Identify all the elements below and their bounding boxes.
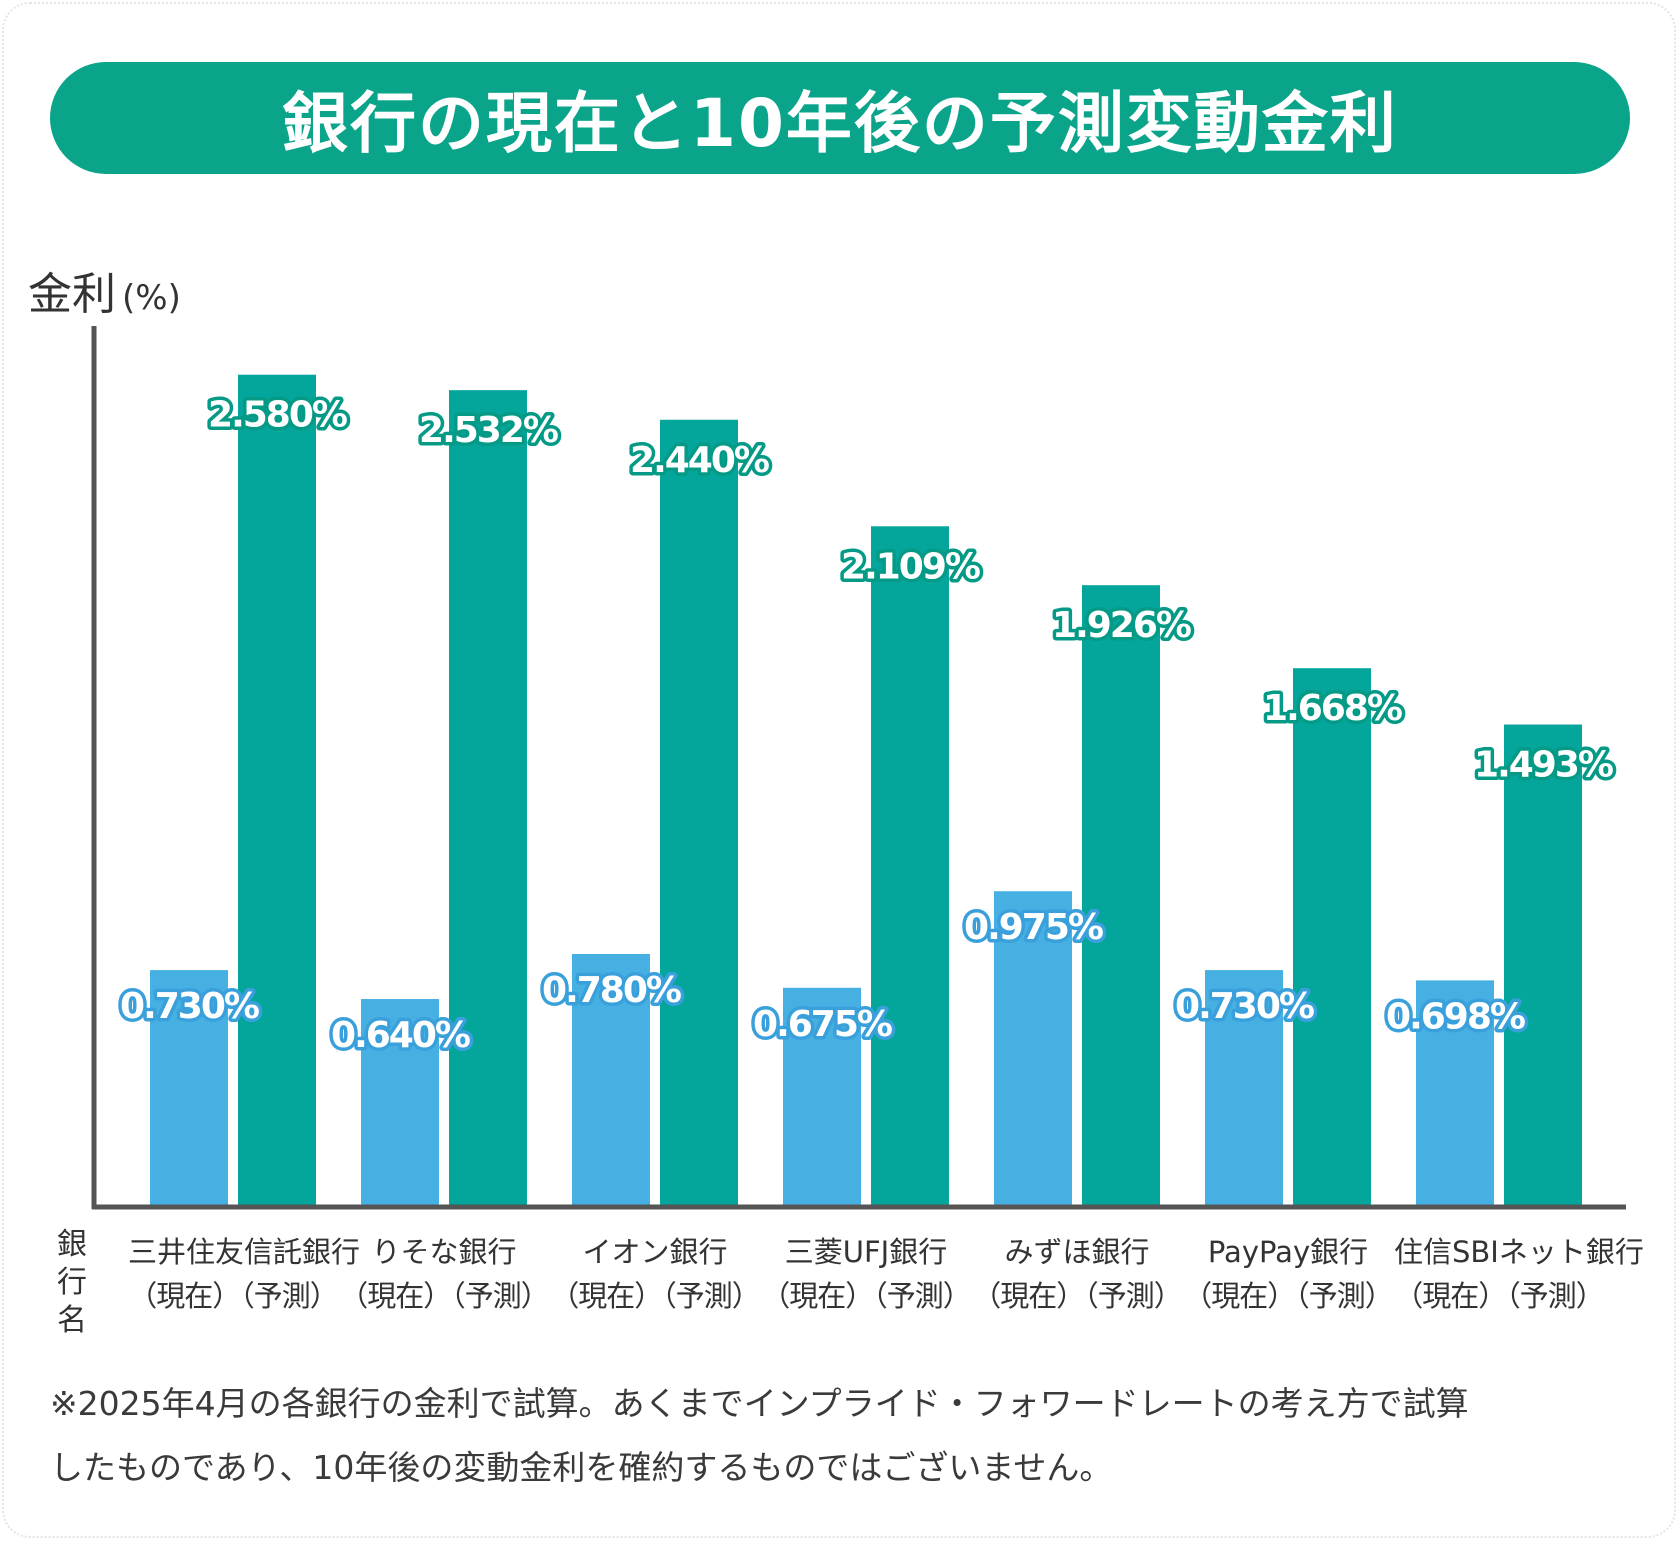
bar-forecast-3 (660, 419, 738, 1205)
bank-name: みずほ銀行 (1004, 1235, 1150, 1269)
category-label-7: 住信SBIネット銀行 （現在）（予測） (1394, 1230, 1644, 1318)
category-label-1: 三井住友信託銀行 （現在）（予測） (128, 1230, 361, 1318)
category-label-5: みずほ銀行 （現在）（予測） (972, 1230, 1183, 1318)
bank-name: PayPay銀行 (1207, 1235, 1369, 1269)
bar-type-labels: （現在）（予測） (1394, 1279, 1605, 1313)
category-label-4: 三菱UFJ銀行 （現在）（予測） (761, 1230, 972, 1318)
x-axis-title-char-2: 行 (57, 1265, 87, 1300)
bar-forecast-4 (871, 526, 949, 1205)
bank-name: イオン銀行 (582, 1235, 728, 1269)
value-label-forecast-5: 1.926% (1052, 605, 1191, 646)
bar-current-6 (1205, 970, 1283, 1205)
bar-forecast-2 (449, 390, 527, 1205)
bar-current-5 (994, 891, 1072, 1205)
bar-type-labels: （現在）（予測） (761, 1279, 972, 1313)
value-label-current-3: 0.780% (542, 970, 681, 1011)
footnote-line-1: ※2025年4月の各銀行の金利で試算。あくまでインプライド・フォワードレートの考… (50, 1384, 1469, 1423)
bar-type-labels: （現在）（予測） (128, 1279, 339, 1313)
bar-current-7 (1416, 980, 1494, 1205)
value-label-forecast-1: 2.580% (208, 395, 347, 436)
category-label-2: りそな銀行 （現在）（予測） (339, 1230, 550, 1318)
value-label-forecast-6: 1.668% (1263, 688, 1402, 729)
footnote-line-2: したものであり、10年後の変動金利を確約するものではございません。 (50, 1448, 1113, 1487)
bar-type-labels: （現在）（予測） (1183, 1279, 1394, 1313)
x-axis-title: 銀行名 (52, 1226, 92, 1340)
value-label-current-5: 0.975% (964, 907, 1103, 948)
bar-current-2 (361, 999, 439, 1205)
value-label-forecast-4: 2.109% (841, 546, 980, 587)
bank-name: 三菱UFJ銀行 (784, 1235, 948, 1269)
bar-type-labels: （現在）（予測） (339, 1279, 550, 1313)
title-banner: 銀行の現在と10年後の予測変動金利 (50, 62, 1630, 174)
value-label-current-4: 0.675% (753, 1004, 892, 1045)
bank-name: りそな銀行 (371, 1235, 517, 1269)
value-label-forecast-7: 1.493% (1474, 745, 1613, 786)
bar-type-labels: （現在）（予測） (550, 1279, 761, 1313)
bar-forecast-5 (1082, 585, 1160, 1205)
y-axis-unit: (%) (122, 278, 181, 318)
bar-current-4 (783, 987, 861, 1205)
bars-group (150, 374, 1582, 1205)
bank-name: 住信SBIネット銀行 (1394, 1235, 1644, 1269)
x-axis-title-char-3: 名 (57, 1303, 87, 1338)
category-label-3: イオン銀行 （現在）（予測） (550, 1230, 761, 1318)
y-axis-title: 金利 (28, 269, 116, 320)
bank-name: 三井住友信託銀行 (128, 1235, 361, 1269)
bar-current-1 (150, 970, 228, 1205)
category-label-6: PayPay銀行 （現在）（予測） (1183, 1230, 1394, 1318)
value-label-current-1: 0.730% (120, 986, 259, 1027)
chart-title: 銀行の現在と10年後の予測変動金利 (282, 85, 1398, 162)
value-label-current-6: 0.730% (1175, 986, 1314, 1027)
value-label-forecast-2: 2.532% (419, 410, 558, 451)
bar-current-3 (572, 953, 650, 1205)
footnote: ※2025年4月の各銀行の金利で試算。あくまでインプライド・フォワードレートの考… (50, 1372, 1650, 1500)
bar-forecast-1 (238, 374, 316, 1205)
value-label-current-7: 0.698% (1386, 996, 1525, 1037)
bar-forecast-6 (1293, 668, 1371, 1205)
data-labels-group: 0.730% 2.580% 0.640% 2.532% 0.780% 2.440% 0.67… (117, 391, 1619, 1059)
bar-type-labels: （現在）（予測） (972, 1279, 1183, 1313)
value-label-current-2: 0.640% (331, 1015, 470, 1056)
x-axis-title-char-1: 銀 (57, 1227, 87, 1262)
bar-forecast-7 (1504, 724, 1582, 1205)
value-label-forecast-3: 2.440% (630, 440, 769, 481)
y-axis-label: 金利 (%) (28, 258, 181, 322)
